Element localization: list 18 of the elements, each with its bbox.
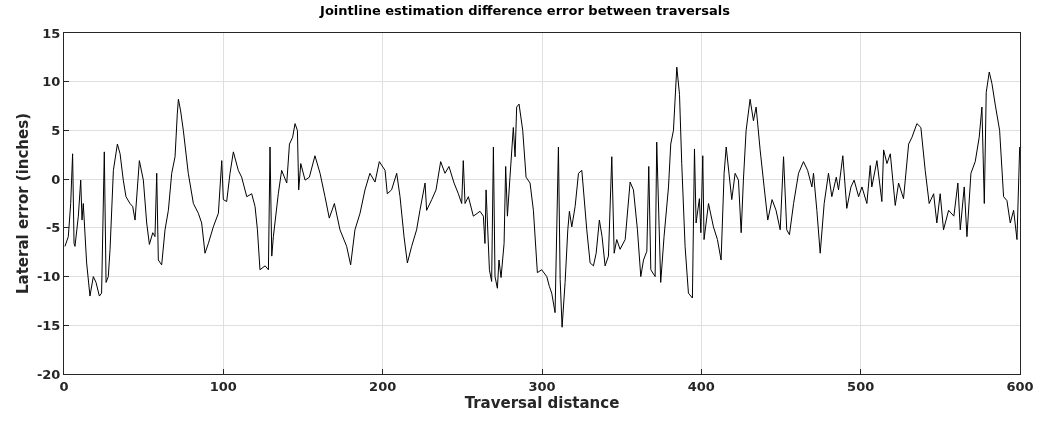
y-tick-label: 0 bbox=[51, 171, 61, 187]
y-tick-label: -20 bbox=[36, 366, 61, 382]
chart-title: Jointline estimation difference error between traversals bbox=[319, 3, 731, 19]
x-tick-label: 400 bbox=[687, 378, 715, 394]
y-tick-label: -10 bbox=[36, 269, 61, 285]
y-tick-label: 10 bbox=[42, 74, 61, 90]
line-series bbox=[64, 66, 1020, 328]
x-tick-label: 100 bbox=[209, 378, 237, 394]
x-axis-title: Traversal distance bbox=[464, 393, 620, 412]
x-tick-label: 300 bbox=[528, 378, 556, 394]
y-axis-title: Lateral error (inches) bbox=[14, 112, 33, 295]
x-tick-label: 200 bbox=[369, 378, 397, 394]
y-tick-label: 15 bbox=[42, 25, 61, 41]
x-tick-label: 600 bbox=[1006, 378, 1034, 394]
x-tick-label: 500 bbox=[847, 378, 875, 394]
y-tick-label: -5 bbox=[45, 220, 61, 236]
y-tick-label: -15 bbox=[36, 317, 61, 333]
y-tick-label: 5 bbox=[51, 122, 61, 138]
